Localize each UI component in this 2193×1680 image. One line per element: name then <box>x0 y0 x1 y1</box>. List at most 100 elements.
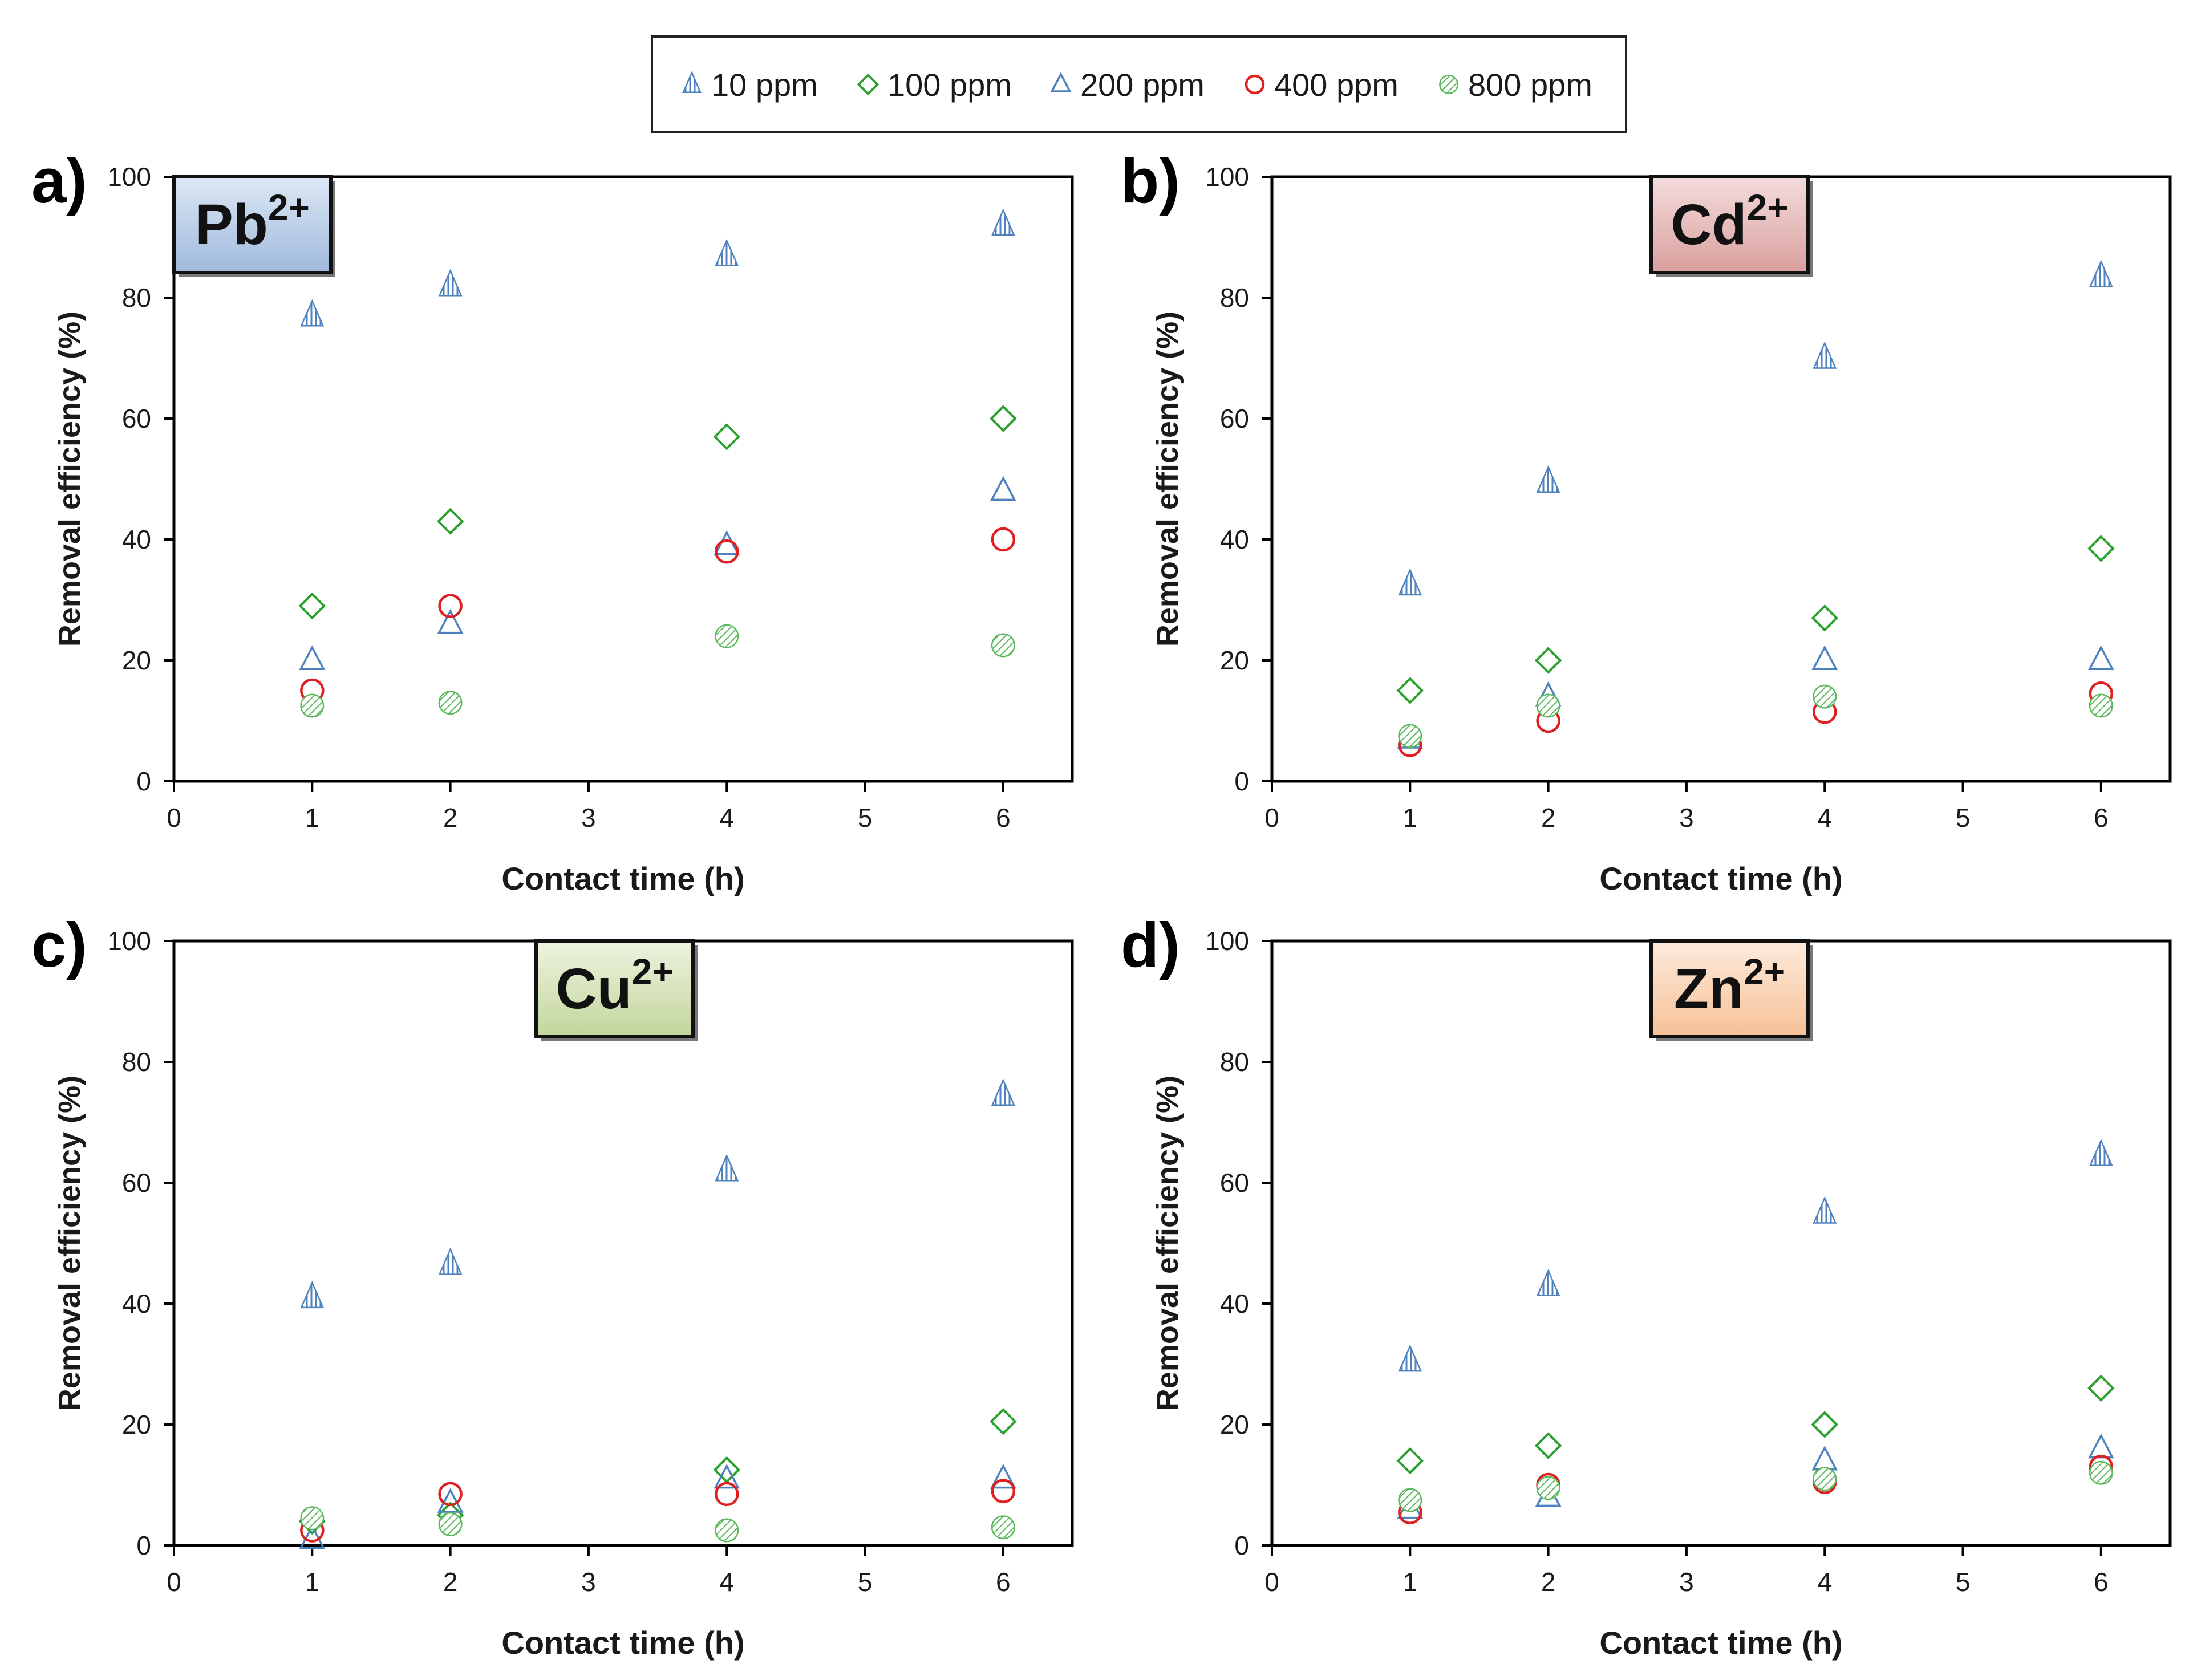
legend-label: 200 ppm <box>1080 67 1205 103</box>
legend-label: 800 ppm <box>1468 67 1592 103</box>
data-point <box>991 527 1016 552</box>
ion-label: Cd2+ <box>1671 187 1788 257</box>
x-tick-label: 0 <box>167 1567 181 1597</box>
data-point <box>990 476 1016 501</box>
ion-label: Cu2+ <box>556 951 673 1021</box>
y-tick-label: 100 <box>1205 926 1249 956</box>
series-10-ppm <box>1398 259 2113 596</box>
y-tick-label: 0 <box>1234 1531 1249 1560</box>
x-tick-label: 4 <box>719 803 734 833</box>
series-400-ppm <box>300 527 1016 703</box>
ion-symbol: Cd <box>1671 193 1746 257</box>
data-point <box>990 1407 1017 1435</box>
data-point <box>991 633 1015 658</box>
data-point <box>713 423 740 451</box>
x-tick-label: 3 <box>1679 1567 1694 1597</box>
data-point <box>1398 724 1422 748</box>
plot-area <box>1270 939 2172 1547</box>
y-tick-label: 20 <box>122 1410 151 1439</box>
data-point <box>715 624 739 648</box>
y-tick-label: 60 <box>1220 404 1249 433</box>
data-point <box>438 594 463 618</box>
legend-label: 400 ppm <box>1274 67 1399 103</box>
data-point <box>1811 604 1838 632</box>
x-tick-label: 1 <box>1403 1567 1418 1597</box>
y-tick-label: 40 <box>1220 525 1249 554</box>
y-tick-label: 40 <box>122 1289 151 1318</box>
ion-label: Pb2+ <box>195 187 310 257</box>
data-point <box>715 1154 739 1182</box>
series-800-ppm <box>300 624 1015 718</box>
data-point <box>1811 645 1838 670</box>
data-point <box>990 1463 1016 1489</box>
series-800-ppm <box>1398 1460 2113 1512</box>
chart-panel-zn: 0 20 40 60 80 100 0 1 2 3 4 5 6 Contact time (h) Remov… <box>1121 910 2172 1661</box>
legend: 10 ppm 100 ppm 200 ppm 400 ppm 800 ppm <box>651 35 1627 133</box>
data-point <box>1398 1344 1422 1372</box>
data-point <box>1396 677 1424 704</box>
panel-label: c) <box>31 910 87 980</box>
x-axis-title: Contact time (h) <box>1599 861 1842 896</box>
ion-charge: 2+ <box>1747 187 1789 228</box>
legend-label: 100 ppm <box>887 67 1012 103</box>
data-point <box>438 269 463 297</box>
data-point <box>1536 1268 1560 1296</box>
data-point <box>1398 568 1422 596</box>
data-point <box>1534 1432 1562 1459</box>
series-10-ppm <box>300 1078 1015 1309</box>
y-tick-label: 0 <box>136 1531 151 1560</box>
x-tick-label: 6 <box>2094 803 2109 833</box>
x-tick-label: 0 <box>167 803 181 833</box>
x-axis-title: Contact time (h) <box>1599 1625 1842 1661</box>
y-tick-label: 100 <box>107 162 151 192</box>
data-point <box>1536 1476 1560 1500</box>
y-tick-label: 100 <box>1205 162 1249 192</box>
x-tick-label: 2 <box>1541 1567 1556 1597</box>
data-point <box>2089 259 2113 287</box>
series-100-ppm <box>298 405 1017 620</box>
ion-symbol: Zn <box>1674 957 1744 1021</box>
legend-item-800-ppm: 800 ppm <box>1439 67 1592 103</box>
data-point <box>1813 1467 1837 1491</box>
y-tick-label: 60 <box>122 1168 151 1198</box>
y-tick-label: 80 <box>1220 283 1249 313</box>
data-point <box>990 405 1017 432</box>
data-point <box>2088 645 2114 670</box>
data-point <box>1813 341 1837 369</box>
data-point <box>300 693 325 718</box>
ion-box <box>1649 175 1810 274</box>
panel-label: a) <box>31 146 87 216</box>
series-100-ppm <box>1396 535 2115 704</box>
y-tick-label: 80 <box>122 1047 151 1077</box>
x-tick-label: 1 <box>1403 803 1418 833</box>
data-point <box>300 299 325 327</box>
data-point <box>438 1512 463 1536</box>
data-point <box>715 238 739 266</box>
ion-symbol: Cu <box>556 957 631 1021</box>
y-tick-label: 80 <box>1220 1047 1249 1077</box>
ion-box <box>1649 939 1810 1038</box>
data-point <box>1534 647 1562 674</box>
y-axis-title: Removal efficiency (%) <box>52 1076 87 1411</box>
data-point <box>437 1488 464 1513</box>
diamond-icon <box>857 73 879 96</box>
ion-charge: 2+ <box>268 187 310 228</box>
y-tick-label: 40 <box>1220 1289 1249 1318</box>
x-tick-label: 2 <box>1541 803 1556 833</box>
y-tick-label: 60 <box>1220 1168 1249 1198</box>
open-circle-icon <box>1245 74 1265 95</box>
legend-item-200-ppm: 200 ppm <box>1050 67 1205 103</box>
y-tick-label: 20 <box>122 646 151 675</box>
legend-label: 10 ppm <box>711 67 818 103</box>
data-point <box>300 1506 325 1531</box>
legend-item-400-ppm: 400 ppm <box>1245 67 1399 103</box>
x-tick-label: 3 <box>581 803 596 833</box>
x-axis-title: Contact time (h) <box>501 861 744 896</box>
series-800-ppm <box>300 1506 1015 1543</box>
y-tick-label: 40 <box>122 525 151 554</box>
data-point <box>991 208 1015 236</box>
data-point <box>437 608 464 634</box>
ion-label-box: Pb2+ <box>172 175 335 277</box>
data-point <box>991 1479 1016 1503</box>
